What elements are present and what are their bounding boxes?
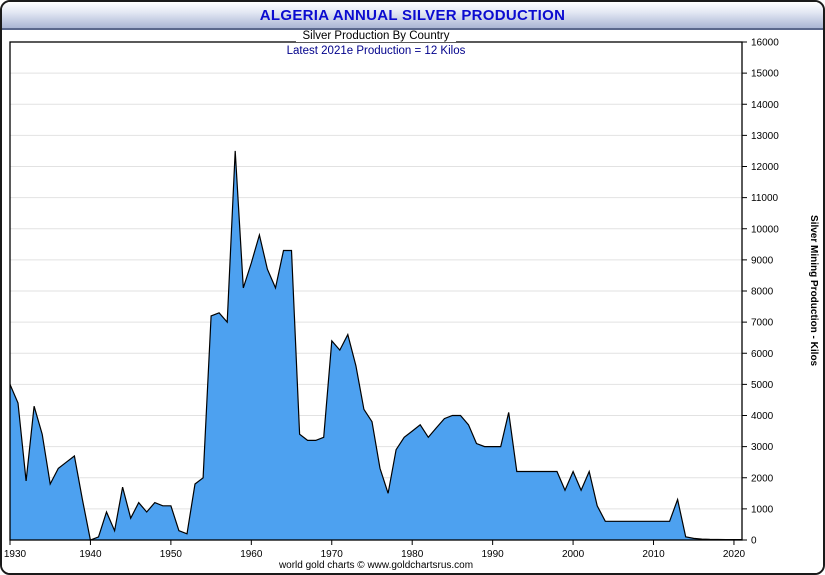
svg-text:1930: 1930 [4,549,27,560]
svg-text:14000: 14000 [751,100,779,111]
svg-text:1950: 1950 [160,549,183,560]
svg-text:3000: 3000 [751,442,774,453]
svg-text:5000: 5000 [751,380,774,391]
svg-text:2000: 2000 [562,549,585,560]
chart-title: ALGERIA ANNUAL SILVER PRODUCTION [259,6,566,24]
svg-text:1970: 1970 [321,549,344,560]
svg-text:12000: 12000 [751,162,779,173]
title-bar: ALGERIA ANNUAL SILVER PRODUCTION [2,2,823,30]
svg-text:15000: 15000 [751,69,779,80]
svg-text:7000: 7000 [751,318,774,329]
footer-credit: world gold charts © www.goldchartsrus.co… [278,560,474,571]
svg-text:13000: 13000 [751,131,779,142]
svg-text:2000: 2000 [751,473,774,484]
svg-text:10000: 10000 [751,224,779,235]
chart-area: 0 1000 2000 3000 4000 5000 6000 7000 8000 9000 100… [2,30,823,573]
svg-text:1990: 1990 [482,549,505,560]
y-axis-title: Silver Mining Production - Kilos [808,215,819,367]
svg-text:9000: 9000 [751,255,774,266]
production-area-chart: 0 1000 2000 3000 4000 5000 6000 7000 8000 9000 100… [4,38,779,561]
svg-text:1000: 1000 [751,504,774,515]
svg-text:11000: 11000 [751,193,779,204]
svg-text:2010: 2010 [642,549,665,560]
svg-text:2020: 2020 [723,549,746,560]
svg-text:4000: 4000 [751,411,774,422]
svg-text:16000: 16000 [751,38,779,49]
svg-text:0: 0 [751,536,757,547]
svg-text:1980: 1980 [401,549,424,560]
svg-text:8000: 8000 [751,287,774,298]
svg-text:6000: 6000 [751,349,774,360]
svg-text:1960: 1960 [240,549,263,560]
svg-text:1940: 1940 [79,549,102,560]
